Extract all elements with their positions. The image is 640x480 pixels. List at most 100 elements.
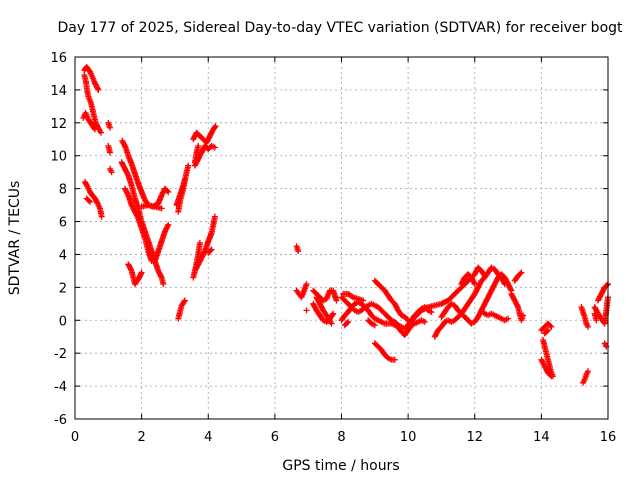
data-point [108,169,115,176]
data-point [164,223,171,230]
data-point [181,298,188,305]
data-point [603,282,610,289]
x-tick-label: 8 [337,430,345,445]
data-point [106,124,113,131]
data-point [137,270,144,277]
data-point [543,328,550,335]
data-point [211,124,218,131]
data-point [423,304,430,311]
y-tick-label: 6 [59,216,67,231]
data-point [165,221,172,228]
y-tick-label: 0 [59,314,67,329]
y-tick-label: -2 [54,347,67,362]
data-point [91,126,98,133]
data-point [585,368,592,375]
data-point [207,247,214,254]
data-point [518,269,525,276]
y-tick-label: 12 [50,117,67,132]
y-tick-label: 10 [50,150,67,165]
y-tick-labels: -6 -4 -2 0 2 4 6 8 10 12 14 16 [50,51,67,428]
data-points [80,63,611,386]
data-point [344,320,351,327]
data-point [158,205,165,212]
data-point [211,213,218,220]
data-point [181,175,188,182]
data-point [520,312,527,319]
chart-title: Day 177 of 2025, Sidereal Day-to-day VTE… [57,20,623,36]
data-point [86,198,93,205]
x-tick-label: 0 [71,430,79,445]
grid-lines [75,57,608,419]
data-point [545,327,552,334]
data-point [428,309,435,316]
data-point [514,302,521,309]
data-point [124,190,131,197]
data-point [303,281,310,288]
data-point [547,372,554,379]
data-point [185,162,192,169]
data-point [548,323,555,330]
data-point [517,270,524,277]
data-point [212,123,219,130]
x-tick-label: 4 [204,430,212,445]
data-point [442,298,449,305]
data-point [303,307,310,314]
x-tick-label: 2 [137,430,145,445]
data-point [295,248,302,255]
data-point [548,373,555,380]
data-point [165,188,172,195]
plot-frame [74,56,609,420]
y-tick-label: -6 [54,413,67,428]
y-tick-label: 14 [50,84,67,99]
y-tick-label: 8 [59,183,67,198]
data-point [419,306,426,313]
data-point [195,142,202,149]
data-point [418,307,425,314]
data-point [157,273,164,280]
data-point [124,171,131,178]
x-tick-label: 12 [466,430,483,445]
data-point [181,297,188,304]
data-point [164,187,171,194]
y-tick-label: 16 [50,51,67,66]
x-tick-label: 14 [533,430,550,445]
y-tick-label: 2 [59,281,67,296]
data-point [471,279,478,286]
x-tick-label: 6 [271,430,279,445]
data-point [160,281,167,288]
data-point [547,322,554,329]
data-point [439,300,446,307]
data-point [211,144,218,151]
data-point [404,316,411,323]
data-point [360,297,367,304]
data-point [138,269,145,276]
data-point [196,239,203,246]
y-tick-label: 4 [59,248,67,263]
x-axis-label: GPS time / hours [282,458,399,474]
data-point [95,86,102,93]
x-tick-label: 16 [600,430,617,445]
data-point [371,322,378,329]
data-point [391,356,398,363]
data-point [438,300,445,307]
data-point [106,149,113,156]
data-point [98,213,105,220]
data-point [333,297,340,304]
data-point [97,129,104,136]
x-tick-label: 10 [400,430,417,445]
data-point [422,305,429,312]
y-axis-label: SDTVAR / TECUs [7,181,23,296]
data-point [208,246,215,253]
data-point [134,213,141,220]
data-point [127,266,134,273]
data-point [91,125,98,132]
data-point [421,306,428,313]
data-point [121,143,128,150]
data-point [329,311,336,318]
data-point [421,318,428,325]
data-point [507,286,514,293]
data-point [345,318,352,325]
data-point [471,281,478,288]
data-point [441,299,448,306]
